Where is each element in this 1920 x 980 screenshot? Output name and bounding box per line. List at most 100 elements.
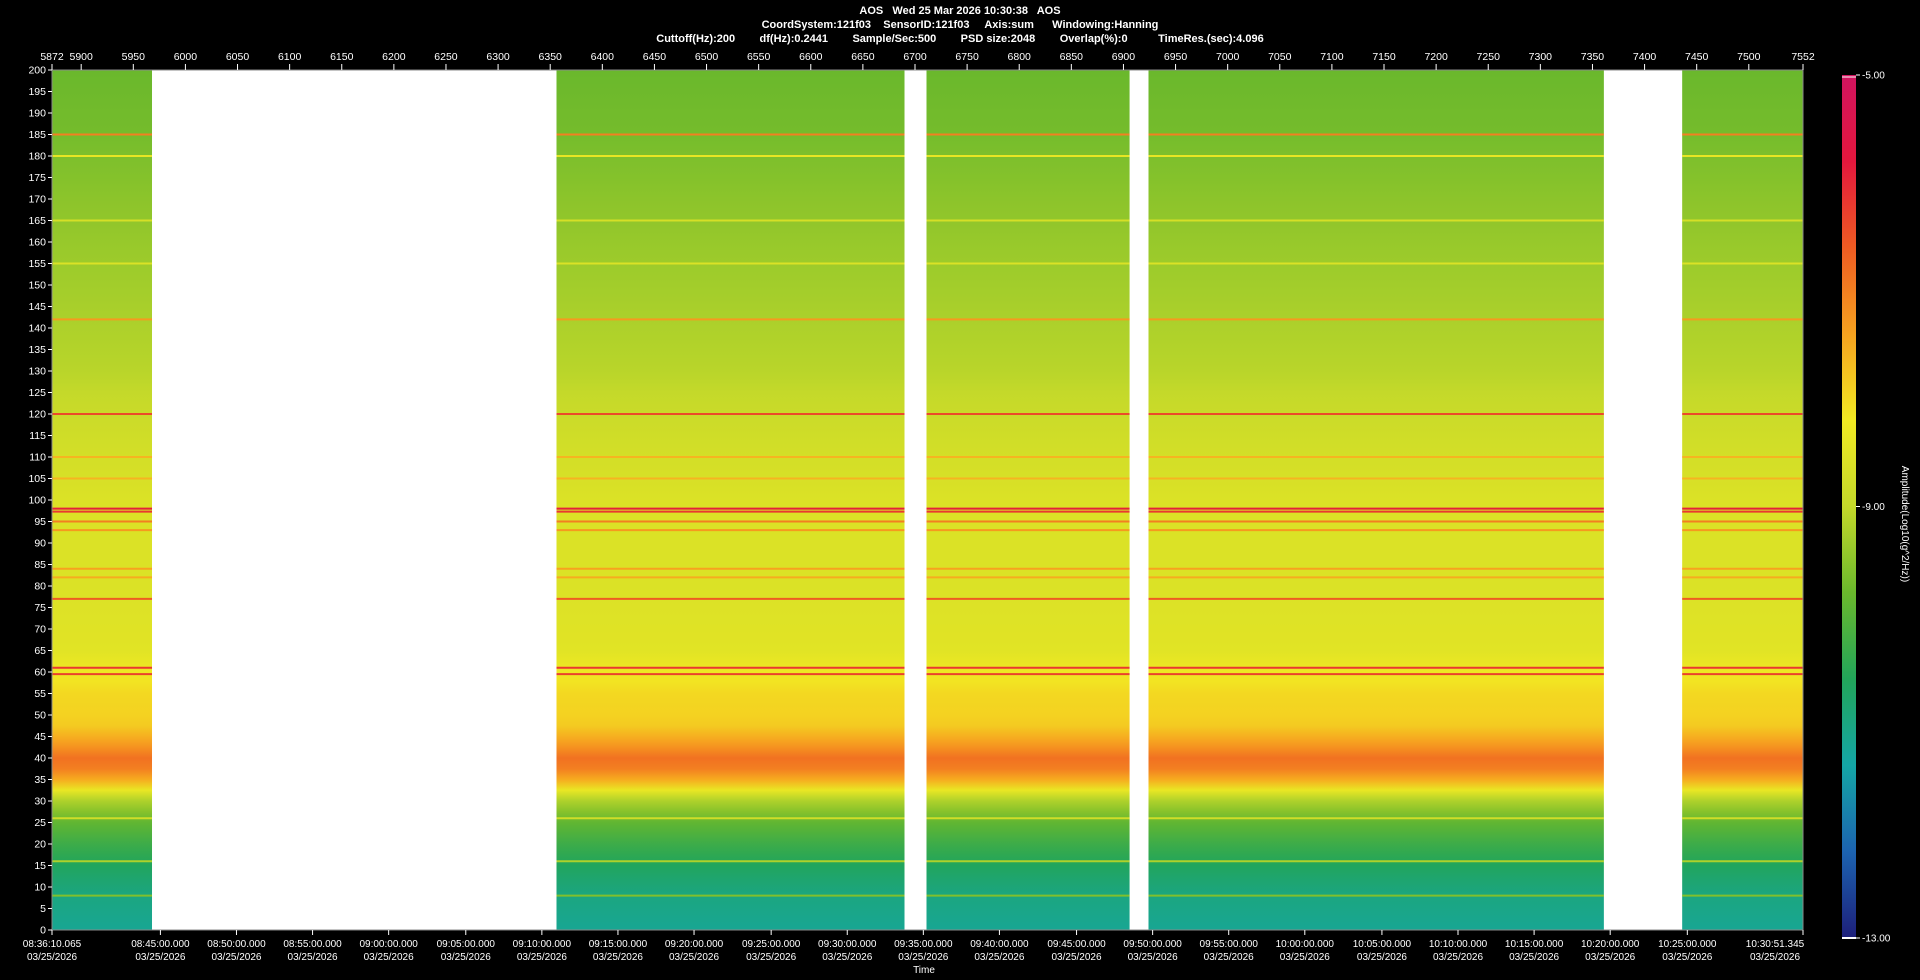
y-tick-label: 110 bbox=[29, 452, 46, 464]
time-tick-date: 03/25/2026 bbox=[1357, 952, 1407, 963]
y-tick-label: 100 bbox=[28, 495, 46, 507]
time-tick-date: 03/25/2026 bbox=[135, 952, 185, 963]
time-tick-label: 08:36:10.065 bbox=[23, 939, 82, 950]
top-tick-label: 6250 bbox=[434, 51, 458, 63]
top-tick-label: 6100 bbox=[278, 51, 302, 63]
y-tick-label: 145 bbox=[28, 301, 46, 313]
top-tick-label: 6350 bbox=[539, 51, 563, 63]
top-tick-label: 6700 bbox=[903, 51, 927, 63]
top-tick-label: 6300 bbox=[486, 51, 510, 63]
y-tick-label: 180 bbox=[28, 151, 46, 163]
time-tick-label: 10:00:00.000 bbox=[1276, 939, 1335, 950]
y-tick-label: 15 bbox=[34, 860, 46, 872]
y-tick-label: 170 bbox=[28, 194, 46, 206]
time-tick-label: 09:30:00.000 bbox=[818, 939, 877, 950]
time-tick-date: 03/25/2026 bbox=[1585, 952, 1635, 963]
top-tick-label: 7300 bbox=[1529, 51, 1553, 63]
top-tick-label: 5950 bbox=[122, 51, 146, 63]
top-tick-label: 7100 bbox=[1320, 51, 1344, 63]
time-tick-label: 10:15:00.000 bbox=[1505, 939, 1564, 950]
time-tick-date: 03/25/2026 bbox=[898, 952, 948, 963]
time-tick-label: 10:05:00.000 bbox=[1353, 939, 1412, 950]
top-tick-label: 6900 bbox=[1112, 51, 1136, 63]
time-tick-date: 03/25/2026 bbox=[669, 952, 719, 963]
time-tick-label: 09:05:00.000 bbox=[437, 939, 496, 950]
data-gap bbox=[1129, 70, 1149, 930]
time-tick-date: 03/25/2026 bbox=[1750, 952, 1800, 963]
data-segment bbox=[1682, 70, 1803, 930]
time-tick-date: 03/25/2026 bbox=[974, 952, 1024, 963]
y-tick-label: 175 bbox=[28, 172, 46, 184]
top-tick-label: 7150 bbox=[1372, 51, 1396, 63]
y-tick-label: 135 bbox=[28, 344, 46, 356]
y-tick-label: 45 bbox=[34, 731, 46, 743]
top-index-axis: 5872 5900 5950 6000 6050 6100 6150 6200 6250 6300… bbox=[40, 51, 1815, 70]
y-tick-label: 55 bbox=[34, 688, 46, 700]
time-tick-date: 03/25/2026 bbox=[288, 952, 338, 963]
y-tick-label: 0 bbox=[40, 925, 46, 937]
time-tick-label: 09:55:00.000 bbox=[1200, 939, 1259, 950]
data-segment bbox=[1148, 70, 1604, 930]
y-tick-label: 70 bbox=[34, 624, 46, 636]
y-tick-label: 20 bbox=[34, 839, 46, 851]
time-tick-date: 03/25/2026 bbox=[441, 952, 491, 963]
time-tick-label: 09:10:00.000 bbox=[513, 939, 572, 950]
time-tick-label: 08:45:00.000 bbox=[131, 939, 190, 950]
top-tick-label: 7350 bbox=[1581, 51, 1605, 63]
colorbar-tick-label: -9.00 bbox=[1862, 502, 1885, 513]
chart-header: AOS Wed 25 Mar 2026 10:30:38 AOS CoordSy… bbox=[0, 4, 1920, 46]
colorbar-tick-label: -5.00 bbox=[1862, 71, 1885, 82]
y-tick-label: 150 bbox=[28, 280, 46, 292]
time-tick-date: 03/25/2026 bbox=[1433, 952, 1483, 963]
time-tick-label: 09:35:00.000 bbox=[894, 939, 953, 950]
top-tick-label: 6550 bbox=[747, 51, 771, 63]
time-tick-date: 03/25/2026 bbox=[822, 952, 872, 963]
y-tick-label: 30 bbox=[34, 796, 46, 808]
y-tick-label: 25 bbox=[34, 817, 46, 829]
header-params-2: Cuttoff(Hz):200 df(Hz):0.2441 Sample/Sec… bbox=[656, 33, 1264, 45]
y-tick-label: 125 bbox=[28, 387, 46, 399]
data-gap bbox=[1603, 70, 1683, 930]
time-tick-label: 10:10:00.000 bbox=[1429, 939, 1488, 950]
time-tick-date: 03/25/2026 bbox=[746, 952, 796, 963]
time-tick-date: 03/25/2026 bbox=[1280, 952, 1330, 963]
top-tick-label: 6600 bbox=[799, 51, 823, 63]
top-tick-label: 7000 bbox=[1216, 51, 1240, 63]
header-params-1: CoordSystem:121f03 SensorID:121f03 Axis:… bbox=[761, 19, 1159, 31]
time-tick-label: 10:20:00.000 bbox=[1581, 939, 1640, 950]
chart-title: AOS Wed 25 Mar 2026 10:30:38 AOS bbox=[859, 5, 1061, 17]
time-tick-label: 09:20:00.000 bbox=[665, 939, 724, 950]
time-tick-label: 09:25:00.000 bbox=[742, 939, 801, 950]
time-tick-date: 03/25/2026 bbox=[593, 952, 643, 963]
data-segment bbox=[926, 70, 1130, 930]
x-axis-label: Time bbox=[913, 965, 935, 976]
top-tick-label: 7450 bbox=[1685, 51, 1709, 63]
time-tick-date: 03/25/2026 bbox=[1052, 952, 1102, 963]
top-tick-label: 6950 bbox=[1164, 51, 1188, 63]
top-tick-label: 6200 bbox=[382, 51, 406, 63]
y-tick-label: 60 bbox=[34, 667, 46, 679]
top-tick-label: 5900 bbox=[70, 51, 94, 63]
y-tick-label: 95 bbox=[34, 516, 46, 528]
plot-area[interactable] bbox=[51, 69, 1804, 931]
time-tick-date: 03/25/2026 bbox=[364, 952, 414, 963]
top-tick-label: 7250 bbox=[1477, 51, 1501, 63]
y-tick-label: 5 bbox=[40, 903, 46, 915]
y-tick-label: 50 bbox=[34, 710, 46, 722]
y-tick-label: 10 bbox=[34, 882, 46, 894]
top-tick-label: 6650 bbox=[851, 51, 875, 63]
time-tick-date: 03/25/2026 bbox=[27, 952, 77, 963]
colorbar-tick-label: -13.00 bbox=[1862, 934, 1891, 945]
y-tick-label: 85 bbox=[34, 559, 46, 571]
top-tick-label: 6500 bbox=[695, 51, 719, 63]
top-tick-label: 6450 bbox=[643, 51, 667, 63]
y-tick-label: 155 bbox=[28, 258, 46, 270]
y-tick-label: 105 bbox=[28, 473, 46, 485]
top-tick-label: 5872 bbox=[40, 51, 64, 63]
data-segment bbox=[556, 70, 905, 930]
data-gap bbox=[152, 70, 557, 930]
time-tick-label: 10:25:00.000 bbox=[1658, 939, 1717, 950]
data-gap bbox=[904, 70, 927, 930]
time-tick-label: 09:40:00.000 bbox=[970, 939, 1029, 950]
